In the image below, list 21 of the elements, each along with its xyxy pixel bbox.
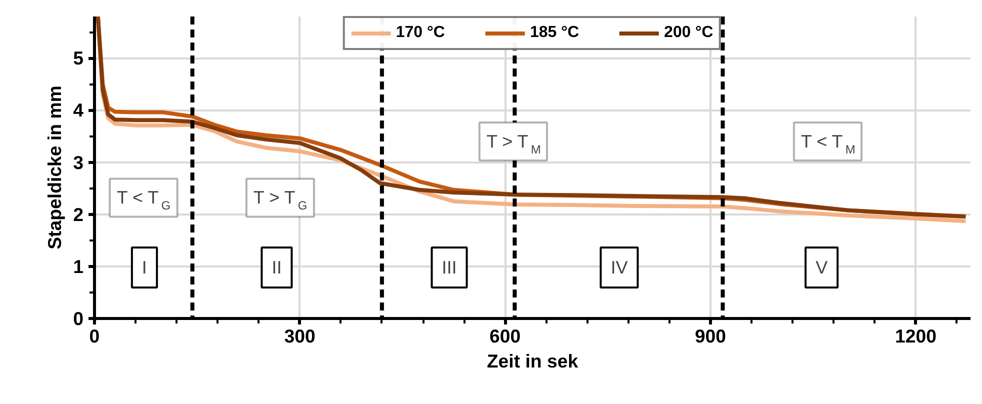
legend-label: 170 °C [396,24,445,42]
annotation: V [816,257,828,278]
y-tick-label: 5 [73,48,84,69]
y-tick-label: 4 [73,100,84,121]
x-tick-label: 300 [284,326,316,346]
y-axis-title: Stapeldicke in mm [44,86,66,250]
y-tick-label: 3 [73,152,84,173]
x-tick-label: 600 [490,326,521,346]
annotation: III [442,257,457,278]
annotation: I [142,257,147,278]
y-tick-label: 0 [73,308,84,329]
x-tick-label: 1200 [895,326,937,346]
legend-label: 185 °C [530,24,580,42]
x-tick-label: 0 [89,326,100,346]
annotation: II [272,257,282,278]
annotation: IV [610,257,628,278]
y-tick-label: 1 [73,256,84,277]
x-axis-title: Zeit in sek [486,350,579,372]
legend-label: 200 °C [664,24,714,42]
y-tick-label: 2 [73,204,84,225]
x-tick-label: 900 [694,326,726,346]
